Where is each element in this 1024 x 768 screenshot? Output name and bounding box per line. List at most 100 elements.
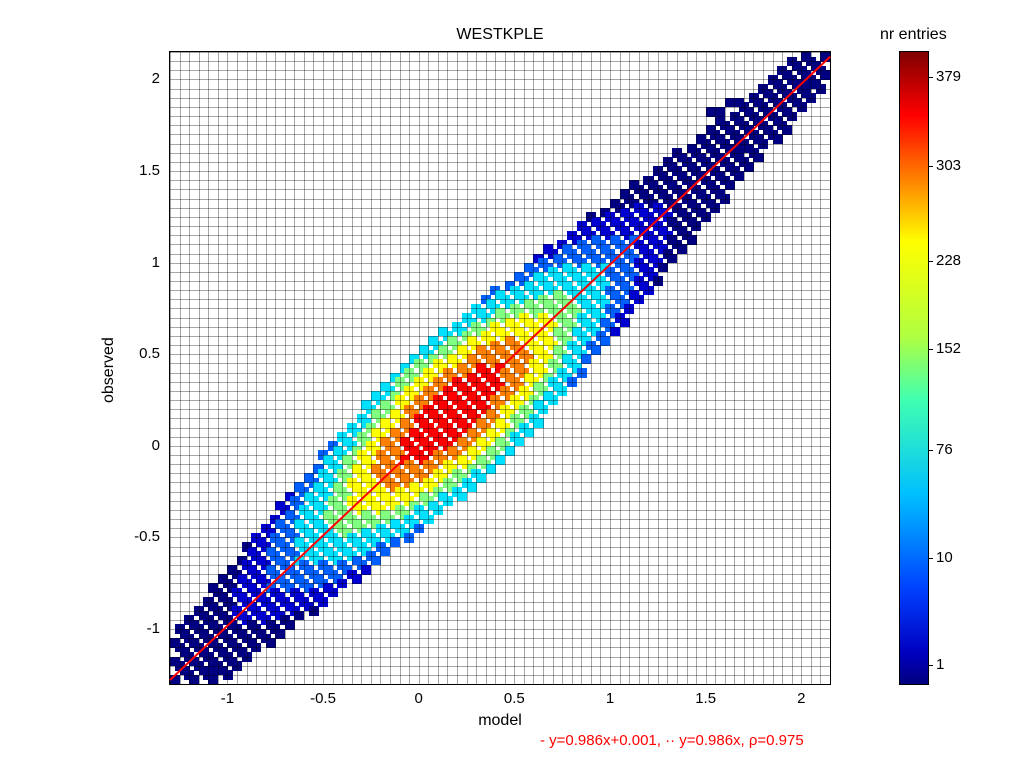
colorbar-tick-label: 1 <box>936 656 944 673</box>
gridline-v <box>715 52 716 684</box>
x-tick-label: -1 <box>207 690 247 707</box>
gridline-v <box>342 52 343 684</box>
gridline-v <box>753 52 754 684</box>
gridline-h <box>170 235 830 236</box>
gridline-h <box>170 162 830 163</box>
y-tick-label: -1 <box>115 620 160 637</box>
gridline-h <box>170 61 830 62</box>
gridline-h <box>170 574 830 575</box>
gridline-h <box>170 98 830 99</box>
regression-legend: - y=0.986x+0.001, ·· y=0.986x, ρ=0.975 <box>540 732 804 749</box>
gridline-h <box>170 482 830 483</box>
gridline-h <box>170 409 830 410</box>
gridline-v <box>189 52 190 684</box>
gridline-v <box>352 52 353 684</box>
gridline-h <box>170 428 830 429</box>
y-tick-label: 2 <box>115 70 160 87</box>
gridline-v <box>687 52 688 684</box>
gridline-v <box>658 52 659 684</box>
gridline-v <box>505 52 506 684</box>
gridline-h <box>170 464 830 465</box>
gridline-v <box>333 52 334 684</box>
gridline-h <box>170 565 830 566</box>
gridline-h <box>170 675 830 676</box>
gridline-h <box>170 473 830 474</box>
gridline-v <box>457 52 458 684</box>
gridline-v <box>247 52 248 684</box>
gridline-v <box>562 52 563 684</box>
gridline-v <box>467 52 468 684</box>
gridline-h <box>170 510 830 511</box>
gridline-v <box>419 52 420 684</box>
gridline-h <box>170 116 830 117</box>
gridline-h <box>170 684 830 685</box>
colorbar-tick-label: 152 <box>936 340 961 357</box>
x-tick-label: 1.5 <box>686 690 726 707</box>
gridline-v <box>390 52 391 684</box>
gridline-h <box>170 79 830 80</box>
gridline-v <box>706 52 707 684</box>
gridline-h <box>170 299 830 300</box>
gridline-h <box>170 446 830 447</box>
gridline-h <box>170 272 830 273</box>
gridline-v <box>237 52 238 684</box>
gridline-v <box>725 52 726 684</box>
colorbar-tick-label: 228 <box>936 252 961 269</box>
x-tick-label: -0.5 <box>303 690 343 707</box>
colorbar-tick-label: 10 <box>936 549 953 566</box>
gridline-h <box>170 199 830 200</box>
gridline-v <box>495 52 496 684</box>
gridline-v <box>285 52 286 684</box>
gridline-h <box>170 455 830 456</box>
y-tick-label: -0.5 <box>115 528 160 545</box>
gridline-v <box>371 52 372 684</box>
gridline-h <box>170 336 830 337</box>
gridline-h <box>170 89 830 90</box>
gridline-h <box>170 382 830 383</box>
gridline-v <box>667 52 668 684</box>
gridline-h <box>170 373 830 374</box>
gridline-h <box>170 125 830 126</box>
gridline-v <box>180 52 181 684</box>
gridline-h <box>170 134 830 135</box>
gridline-v <box>696 52 697 684</box>
gridline-h <box>170 611 830 612</box>
gridline-h <box>170 345 830 346</box>
gridline-v <box>782 52 783 684</box>
gridline-h <box>170 400 830 401</box>
gridline-h <box>170 281 830 282</box>
gridline-h <box>170 208 830 209</box>
gridline-h <box>170 189 830 190</box>
gridline-h <box>170 217 830 218</box>
gridline-v <box>610 52 611 684</box>
regression-line <box>169 57 830 682</box>
gridline-h <box>170 547 830 548</box>
colorbar-title: nr entries <box>880 26 947 44</box>
gridline-v <box>313 52 314 684</box>
gridline-h <box>170 657 830 658</box>
gridline-h <box>170 180 830 181</box>
gridline-h <box>170 226 830 227</box>
gridline-v <box>486 52 487 684</box>
gridline-h <box>170 318 830 319</box>
colorbar-tick <box>928 450 933 451</box>
gridline-h <box>170 354 830 355</box>
gridline-v <box>428 52 429 684</box>
chart-title: WESTKPLE <box>170 26 830 44</box>
gridline-h <box>170 629 830 630</box>
gridline-v <box>830 52 831 684</box>
y-tick-label: 0 <box>115 437 160 454</box>
gridline-h <box>170 290 830 291</box>
gridline-v <box>199 52 200 684</box>
gridline-v <box>447 52 448 684</box>
gridline-h <box>170 263 830 264</box>
gridline-h <box>170 592 830 593</box>
gridline-v <box>763 52 764 684</box>
gridline-h <box>170 107 830 108</box>
colorbar-tick <box>928 349 933 350</box>
x-tick-label: 0.5 <box>494 690 534 707</box>
gridline-h <box>170 363 830 364</box>
gridline-v <box>524 52 525 684</box>
gridline-h <box>170 492 830 493</box>
gridline-v <box>514 52 515 684</box>
